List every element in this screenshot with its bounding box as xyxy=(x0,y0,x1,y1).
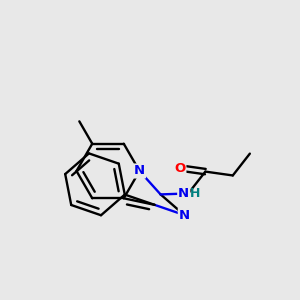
Text: H: H xyxy=(190,187,200,200)
Text: N: N xyxy=(178,187,189,200)
Text: N: N xyxy=(134,164,145,178)
Text: O: O xyxy=(174,161,185,175)
Text: N: N xyxy=(179,208,190,222)
